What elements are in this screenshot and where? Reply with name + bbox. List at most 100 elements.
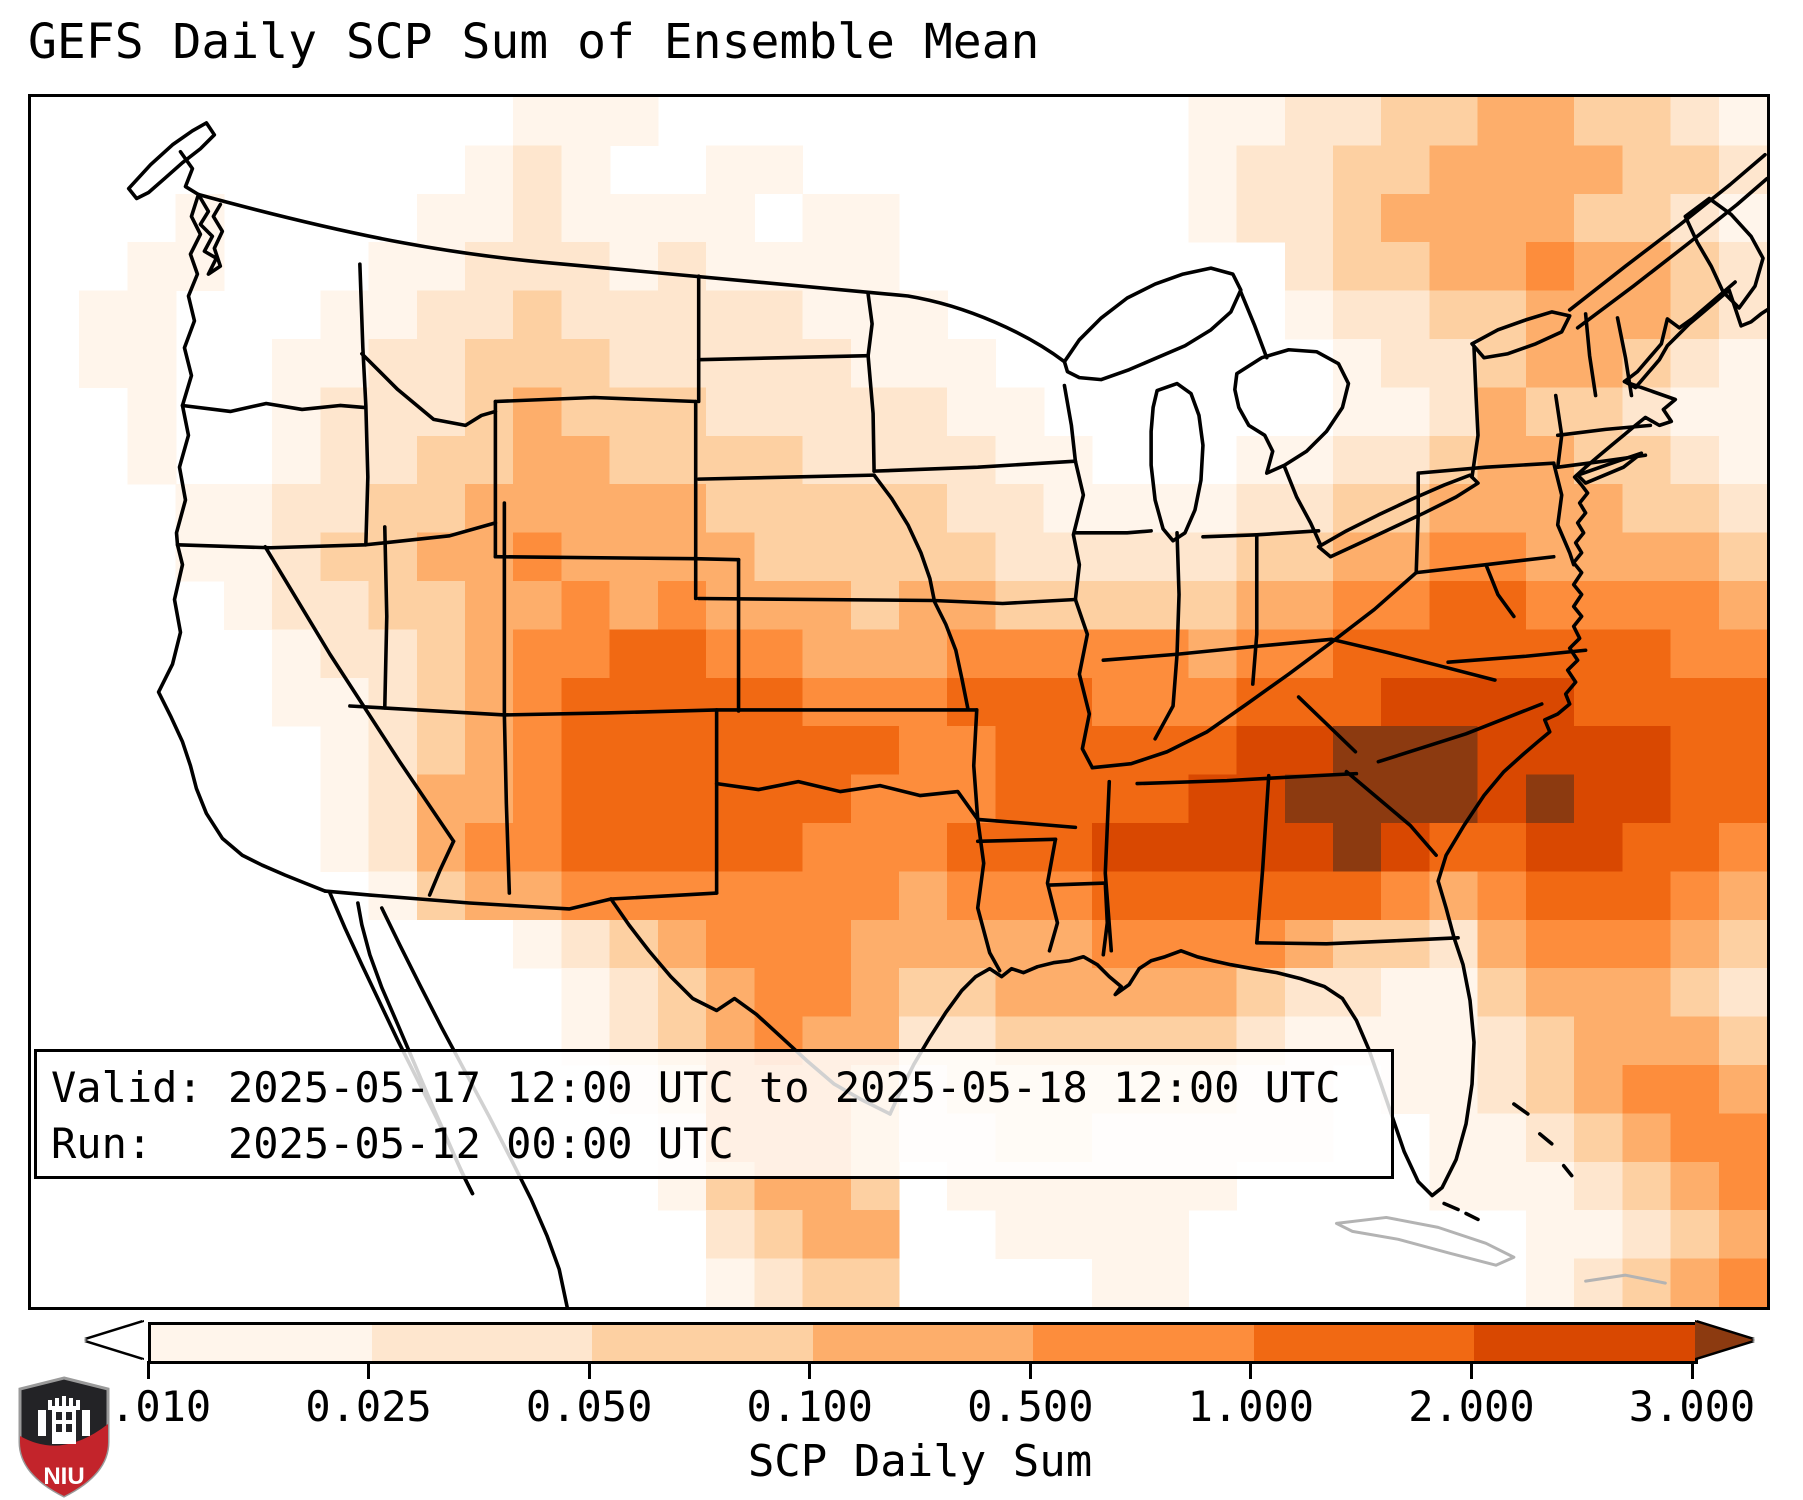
heatmap-cell — [127, 242, 177, 291]
heatmap-cell — [1188, 823, 1238, 872]
heatmap-cell — [1477, 1161, 1527, 1211]
map-boundary — [1103, 779, 1114, 953]
heatmap-cell — [1140, 1210, 1189, 1259]
map-boundary — [1071, 459, 1086, 602]
run-line: Run: 2025-05-12 00:00 UTC — [51, 1119, 734, 1168]
heatmap-cell — [706, 677, 755, 727]
heatmap-cell — [1043, 581, 1093, 630]
heatmap-cell — [368, 823, 418, 872]
heatmap-cell — [561, 677, 611, 727]
colorbar-tick — [1690, 1361, 1694, 1379]
valid-line: Valid: 2025-05-17 12:00 UTC to 2025-05-1… — [51, 1063, 1341, 1112]
heatmap-cell — [1574, 193, 1623, 243]
heatmap-cell — [368, 435, 418, 485]
heatmap-cell — [1140, 726, 1189, 775]
map-boundary — [1376, 702, 1544, 764]
heatmap-cell — [1574, 1016, 1623, 1066]
heatmap-cell — [368, 339, 418, 388]
heatmap-cell — [1333, 726, 1382, 775]
map-boundary — [1575, 451, 1644, 485]
heatmap-cell — [1381, 532, 1431, 582]
heatmap-cell — [1670, 968, 1720, 1017]
heatmap-cell — [1670, 677, 1720, 727]
heatmap-cell — [416, 193, 466, 243]
heatmap-cell — [1091, 774, 1141, 824]
heatmap-cell — [899, 677, 948, 727]
heatmap-cell — [947, 532, 997, 582]
heatmap-cell — [850, 484, 900, 533]
heatmap-cell — [802, 1210, 852, 1259]
map-boundary — [180, 401, 366, 414]
heatmap-cell — [1574, 97, 1623, 146]
heatmap-cell — [850, 242, 900, 291]
heatmap-cell — [947, 871, 997, 921]
colorbar-tick — [146, 1361, 150, 1379]
heatmap-cell — [1670, 145, 1720, 195]
heatmap-cell — [1670, 823, 1720, 872]
heatmap-cell — [416, 484, 466, 533]
heatmap-cell — [561, 726, 611, 775]
heatmap-cell — [1284, 726, 1334, 775]
heatmap-cell — [947, 435, 997, 485]
heatmap-cell — [513, 290, 563, 340]
heatmap-cell — [609, 726, 659, 775]
heatmap-cell — [1718, 677, 1767, 727]
figure-title: GEFS Daily SCP Sum of Ensemble Mean — [28, 14, 1040, 70]
heatmap-cell — [320, 823, 370, 872]
heatmap-cell — [609, 484, 659, 533]
heatmap-cell — [706, 871, 755, 921]
heatmap-cell — [706, 919, 755, 969]
heatmap-cell — [320, 435, 370, 485]
heatmap-cell — [1718, 823, 1767, 872]
heatmap-cell — [1525, 484, 1575, 533]
heatmap-cell — [513, 677, 563, 727]
heatmap-cell — [1236, 145, 1286, 195]
heatmap-cell — [899, 919, 948, 969]
map-boundary — [1329, 637, 1497, 682]
heatmap-cell — [1140, 581, 1189, 630]
heatmap-cell — [561, 193, 611, 243]
heatmap-cell — [1574, 242, 1623, 291]
heatmap-cell — [850, 871, 900, 921]
colorbar-segment — [592, 1325, 813, 1361]
heatmap-cell — [1333, 145, 1382, 195]
heatmap-cell — [272, 387, 321, 437]
map-boundary — [1233, 347, 1351, 475]
heatmap-cell — [1236, 532, 1286, 582]
heatmap-cell — [1718, 532, 1767, 582]
heatmap-cell — [1718, 1210, 1767, 1259]
heatmap-cell — [1477, 193, 1527, 243]
heatmap-cell — [1670, 1258, 1720, 1307]
heatmap-cell — [1091, 919, 1141, 969]
foreign-borders-layer — [1334, 1215, 1667, 1285]
heatmap-cell — [368, 677, 418, 727]
heatmap-cell — [1525, 1065, 1575, 1114]
heatmap-cell — [1525, 871, 1575, 921]
heatmap-cell — [1236, 435, 1286, 485]
heatmap-cell — [609, 290, 659, 340]
map-boundary — [1442, 1201, 1460, 1212]
heatmap-cell — [609, 339, 659, 388]
heatmap-cell — [368, 629, 418, 679]
heatmap-cell — [1525, 145, 1575, 195]
heatmap-cell — [1091, 1210, 1141, 1259]
heatmap-cell — [513, 823, 563, 872]
map-boundary — [714, 779, 980, 822]
heatmap-cell — [754, 339, 804, 388]
heatmap-cell — [1574, 968, 1623, 1017]
heatmap-cell — [947, 339, 997, 388]
heatmap-cell — [561, 387, 611, 437]
heatmap-cell — [1381, 339, 1431, 388]
heatmap-cell — [850, 823, 900, 872]
heatmap-cell — [754, 919, 804, 969]
map-boundary — [609, 891, 719, 901]
heatmap-cell — [513, 193, 563, 243]
map-boundary — [1470, 310, 1572, 360]
heatmap-cell — [561, 97, 611, 146]
heatmap-cell — [754, 1258, 804, 1307]
heatmap-cell — [1043, 774, 1093, 824]
heatmap-cell — [1381, 145, 1431, 195]
heatmap-cell — [1429, 871, 1479, 921]
colorbar-segment — [371, 1325, 593, 1361]
